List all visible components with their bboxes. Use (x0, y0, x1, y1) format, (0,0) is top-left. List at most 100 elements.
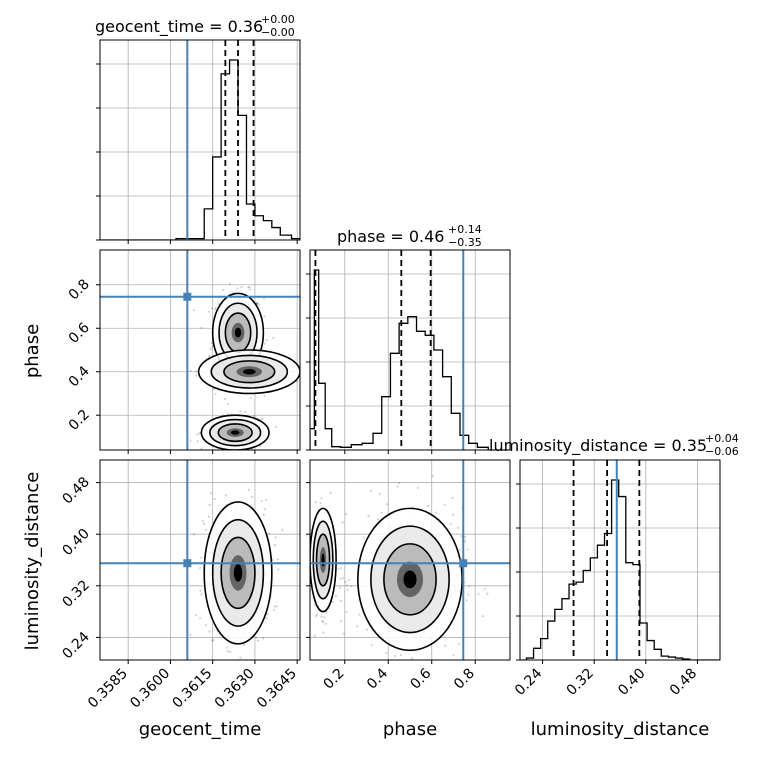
sample-point (236, 287, 239, 290)
histogram-luminosity_distance (520, 479, 720, 660)
sample-point (189, 369, 192, 372)
ylabel-luminosity-distance: luminosity_distance (22, 472, 43, 651)
sample-point (460, 535, 463, 538)
sample-point (260, 499, 263, 503)
sample-point (385, 651, 388, 655)
sample-point (308, 366, 310, 368)
sample-point (195, 370, 198, 373)
sample-point (427, 504, 430, 508)
sample-point (214, 308, 217, 311)
sample-point (192, 308, 196, 312)
sample-point (252, 414, 256, 418)
sample-point (239, 656, 242, 659)
sample-point (449, 522, 452, 526)
sample-point (262, 513, 265, 517)
sample-point (263, 394, 266, 398)
density-core (321, 553, 325, 567)
sample-point (228, 282, 232, 285)
sample-point (362, 536, 365, 539)
sample-point (200, 593, 203, 596)
sample-point (198, 432, 201, 435)
sample-point (444, 644, 447, 647)
sample-point (324, 622, 327, 625)
y-tick-label: 0.8 (66, 276, 93, 303)
sample-point (225, 494, 228, 497)
sample-point (345, 513, 348, 516)
panel-phase-luminosity_distance: 0.2 0.4 0.6 0.8 (306, 459, 511, 693)
panel-geocent_time-hist (96, 39, 301, 244)
density-core (403, 570, 417, 589)
ylabel-phase: phase (22, 324, 43, 378)
sample-point (339, 566, 343, 570)
sample-point (463, 540, 467, 543)
panel-content (310, 250, 510, 450)
panel-frame (309, 459, 511, 661)
sample-point (346, 588, 349, 591)
title-luminosity-distance-sub: −0.06 (705, 445, 739, 458)
sample-point (217, 302, 220, 306)
sample-point (410, 657, 414, 660)
sample-point (340, 599, 343, 602)
x-tick-label: 0.3645 (254, 666, 300, 712)
sample-point (207, 354, 211, 358)
sample-point (213, 497, 216, 501)
sample-point (226, 413, 229, 416)
x-tick-label: 0.8 (451, 666, 478, 693)
sample-point (443, 503, 446, 506)
sample-point (486, 592, 489, 595)
panel-frame (99, 249, 301, 451)
panel-frame (99, 459, 301, 661)
sample-point (456, 526, 460, 529)
sample-point (356, 625, 359, 628)
sample-point (211, 345, 214, 348)
title-phase-sub: −0.35 (448, 236, 482, 249)
sample-point (214, 306, 217, 309)
sample-point (276, 558, 280, 561)
density-core (233, 564, 243, 582)
sample-point (377, 518, 380, 521)
sample-point (321, 620, 324, 623)
sample-point (222, 288, 225, 292)
sample-point (196, 440, 199, 443)
sample-point (274, 425, 278, 428)
sample-point (207, 515, 211, 518)
x-tick-label: 0.48 (667, 666, 700, 699)
sample-point (263, 342, 267, 345)
sample-point (345, 610, 348, 614)
x-tick-label: 0.4 (364, 665, 391, 692)
sample-point (200, 556, 203, 559)
title-geocent-time: geocent_time = 0.36 (95, 17, 263, 37)
sample-point (329, 491, 332, 495)
sample-point (239, 410, 242, 413)
sample-point (345, 584, 349, 587)
sample-point (198, 567, 202, 570)
xlabel-geocent-time: geocent_time (139, 719, 262, 740)
sample-point (263, 315, 266, 318)
sample-point (210, 307, 213, 310)
sample-point (321, 620, 325, 623)
sample-point (466, 548, 469, 551)
sample-point (214, 392, 217, 396)
sample-point (200, 447, 203, 450)
sample-point (268, 532, 271, 535)
x-tick-label: 0.3585 (85, 666, 131, 712)
sample-point (274, 536, 277, 539)
sample-point (350, 585, 353, 588)
sample-point (273, 543, 276, 547)
truth-marker (459, 559, 468, 568)
sample-point (189, 633, 192, 636)
sample-point (370, 489, 373, 492)
sample-point (399, 653, 402, 656)
sample-point (248, 288, 252, 291)
sample-point (229, 650, 232, 653)
sample-point (339, 620, 342, 623)
title-phase: phase = 0.46 (337, 227, 444, 246)
sample-point (342, 632, 345, 635)
panel-phase-hist (306, 249, 511, 454)
x-tick-label: 0.3600 (127, 666, 173, 712)
sample-point (208, 630, 211, 633)
histogram-phase (310, 269, 510, 450)
y-tick-label: 0.2 (66, 407, 93, 434)
